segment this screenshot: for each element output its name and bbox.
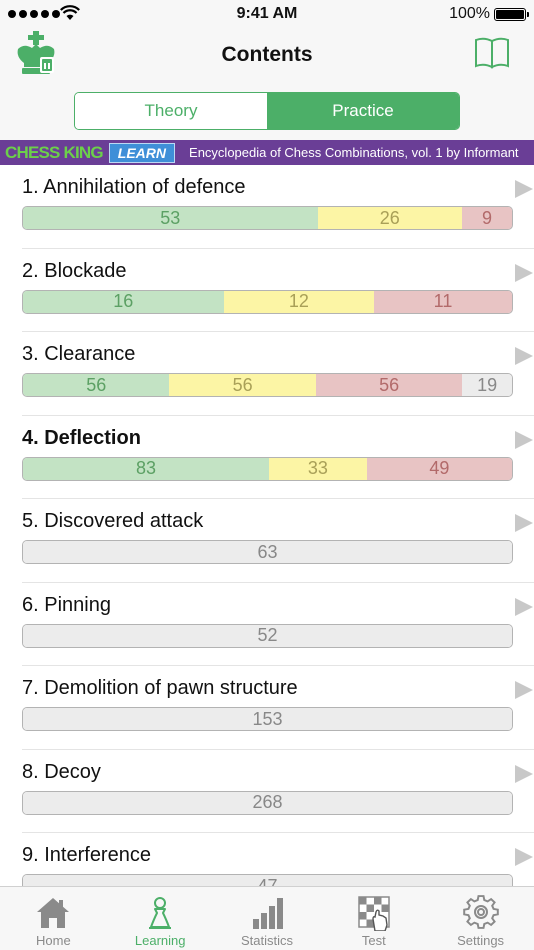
progress-segment-green: 53 xyxy=(23,207,318,229)
item-title: 7. Demolition of pawn structure xyxy=(22,677,298,699)
progress-segment-green: 16 xyxy=(23,290,224,313)
progress-bar: 52 xyxy=(22,623,513,648)
progress-segment-red: 49 xyxy=(366,457,512,480)
segment-practice[interactable]: Practice xyxy=(267,93,459,129)
progress-segment-yellow: 33 xyxy=(268,457,367,480)
progress-segment-yellow: 12 xyxy=(223,290,375,313)
segment-theory[interactable]: Theory xyxy=(75,93,267,129)
progress-segment-gray: 52 xyxy=(23,624,512,647)
progress-segment-red: 56 xyxy=(315,374,463,396)
tab-test[interactable]: Test xyxy=(320,887,427,950)
tab-learning[interactable]: Learning xyxy=(107,887,214,950)
tab-statistics[interactable]: Statistics xyxy=(214,887,321,950)
progress-segment-gray: 153 xyxy=(23,708,512,730)
tab-label: Test xyxy=(361,933,386,948)
tab-label: Learning xyxy=(134,933,186,948)
item-title: 6. Pinning xyxy=(22,593,111,616)
battery-percent: 100% xyxy=(449,5,490,22)
brand-logo-text: CHESS KING xyxy=(5,142,104,162)
progress-segment-gray: 47 xyxy=(23,875,512,886)
item-title: 5. Discovered attack xyxy=(22,510,204,532)
progress-bar: 83 33 49 xyxy=(22,456,513,481)
battery-icon xyxy=(494,8,529,21)
theory-practice-segmented-control: Theory Practice xyxy=(74,92,460,130)
list-item[interactable]: 2. Blockade 16 12 11 xyxy=(22,249,534,332)
course-banner: CHESS KING LEARN Encyclopedia of Chess C… xyxy=(0,140,534,165)
chessboard-hand-icon xyxy=(358,896,390,931)
progress-segment-red: 9 xyxy=(461,207,512,229)
status-time: 9:41 AM xyxy=(236,5,298,22)
list-item[interactable]: 8. Decoy 268 xyxy=(22,750,534,833)
progress-segment-red: 11 xyxy=(374,290,512,313)
list-item[interactable]: 4. Deflection 83 33 49 xyxy=(22,416,534,499)
list-item[interactable]: 7. Demolition of pawn structure 153 xyxy=(22,666,534,750)
wifi-icon xyxy=(60,5,80,20)
chess-king-logo-icon[interactable] xyxy=(14,31,58,77)
status-bar: 9:41 AM 100% xyxy=(0,0,534,28)
play-icon[interactable] xyxy=(514,513,534,533)
progress-bar: 56 56 56 19 xyxy=(22,373,513,397)
tab-label: Statistics xyxy=(240,933,293,948)
progress-bar: 153 xyxy=(22,707,513,731)
list-item[interactable]: 6. Pinning 52 xyxy=(22,583,534,666)
tab-label: Home xyxy=(36,933,71,948)
item-title: 8. Decoy xyxy=(22,760,101,783)
progress-bar: 63 xyxy=(22,540,513,564)
home-icon xyxy=(37,898,70,928)
play-icon[interactable] xyxy=(514,430,534,450)
contents-list: 1. Annihilation of defence 53 26 9 2. Blocka… xyxy=(0,165,534,886)
book-icon[interactable] xyxy=(474,37,510,69)
progress-segment-gray: 268 xyxy=(23,791,512,814)
list-item[interactable]: 3. Clearance 56 56 56 19 xyxy=(22,332,534,416)
tab-settings[interactable]: Settings xyxy=(427,887,534,950)
progress-bar: 53 26 9 xyxy=(22,206,513,230)
play-icon[interactable] xyxy=(514,263,534,283)
learn-badge: LEARN xyxy=(108,142,176,163)
progress-segment-yellow: 26 xyxy=(317,207,462,229)
progress-bar: 16 12 11 xyxy=(22,289,513,314)
bar-chart-icon xyxy=(252,898,283,929)
nav-header: Contents xyxy=(0,28,534,88)
progress-segment-gray: 63 xyxy=(23,541,512,563)
item-title: 1. Annihilation of defence xyxy=(22,176,246,198)
course-title: Encyclopedia of Chess Combinations, vol.… xyxy=(189,145,519,160)
list-item[interactable]: 1. Annihilation of defence 53 26 9 xyxy=(22,165,534,249)
tab-home[interactable]: Home xyxy=(0,887,107,950)
play-icon[interactable] xyxy=(514,597,534,617)
item-title: 4. Deflection xyxy=(22,426,141,449)
segment-container: Theory Practice xyxy=(0,88,534,140)
progress-bar: 47 xyxy=(22,874,513,886)
tab-label: Settings xyxy=(457,933,505,948)
progress-bar: 268 xyxy=(22,790,513,815)
list-item[interactable]: 9. Interference 47 xyxy=(22,833,534,886)
gear-icon xyxy=(462,895,499,929)
tab-bar: Home Learning Statistics Test xyxy=(0,886,534,950)
item-title: 3. Clearance xyxy=(22,343,136,365)
play-icon[interactable] xyxy=(514,346,534,366)
signal-icon xyxy=(8,10,60,18)
progress-segment-gray: 19 xyxy=(462,374,512,396)
list-item[interactable]: 5. Discovered attack 63 xyxy=(22,499,534,583)
progress-segment-yellow: 56 xyxy=(169,374,316,396)
progress-segment-green: 83 xyxy=(23,457,269,480)
pawn-icon xyxy=(149,897,172,929)
progress-segment-green: 56 xyxy=(23,374,170,396)
item-title: 2. Blockade xyxy=(22,259,127,282)
play-icon[interactable] xyxy=(514,680,534,700)
play-icon[interactable] xyxy=(514,179,534,199)
item-title: 9. Interference xyxy=(22,844,151,866)
play-icon[interactable] xyxy=(514,764,534,784)
play-icon[interactable] xyxy=(514,847,534,867)
page-title: Contents xyxy=(221,43,313,66)
